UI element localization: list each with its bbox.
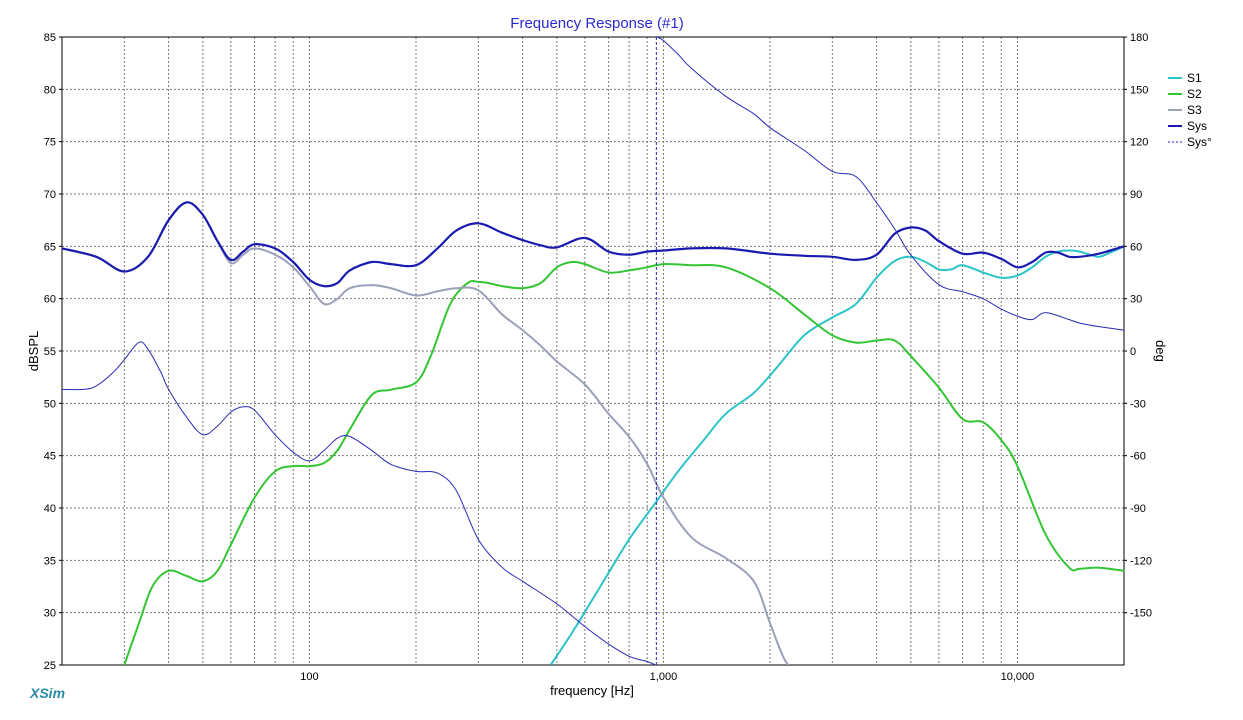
- y2-tick-label: 0: [1130, 346, 1136, 358]
- series-line-sys: [62, 201, 1124, 288]
- y-tick-label: 35: [44, 555, 56, 567]
- y2-tick-label: -120: [1130, 555, 1152, 567]
- x-axis-label: frequency [Hz]: [550, 683, 634, 698]
- right-axis-ticks: -150 -120 -90 -60 -30 0 30 60 90 120 150 180: [1124, 32, 1152, 620]
- y-tick-label: 75: [44, 137, 56, 149]
- y-tick-label: 45: [44, 451, 56, 463]
- left-axis-ticks: 25 30 35 40 45 50 55 60 65 70 75 80 85: [44, 32, 62, 672]
- chart-title: Frequency Response (#1): [510, 15, 683, 32]
- y2-tick-label: -60: [1130, 451, 1146, 463]
- y-tick-label: 50: [44, 398, 56, 410]
- series-line-s2: [123, 260, 1124, 665]
- y2-tick-label: 180: [1130, 32, 1148, 44]
- grid-lines: [62, 37, 1124, 665]
- y2-tick-label: 150: [1130, 84, 1148, 96]
- y-tick-label: 85: [44, 32, 56, 44]
- legend-label: S3: [1187, 103, 1202, 117]
- series-line-s1: [549, 245, 1124, 665]
- x-axis-ticks: 100 1,000 10,000: [300, 671, 1034, 683]
- y-tick-label: 25: [44, 660, 56, 672]
- legend-label: S1: [1187, 71, 1202, 85]
- y2-axis-label: deg: [1153, 340, 1168, 362]
- series-line-sys-phase: [62, 341, 656, 665]
- legend-label: Sys°: [1187, 135, 1212, 149]
- y-tick-label: 30: [44, 608, 56, 620]
- x-tick-label: 100: [300, 671, 318, 683]
- xsim-brand-label: XSim: [29, 685, 65, 701]
- y2-tick-label: 90: [1130, 189, 1142, 201]
- y2-tick-label: 60: [1130, 241, 1142, 253]
- y-tick-label: 60: [44, 294, 56, 306]
- x-tick-label: 10,000: [1001, 671, 1035, 683]
- x-tick-label: 1,000: [650, 671, 678, 683]
- legend-label: Sys: [1187, 119, 1207, 133]
- y-tick-label: 80: [44, 84, 56, 96]
- y2-tick-label: -30: [1130, 398, 1146, 410]
- series-layer: [62, 37, 1124, 665]
- y2-tick-label: -90: [1130, 503, 1146, 515]
- y2-tick-label: 30: [1130, 294, 1142, 306]
- y-tick-label: 40: [44, 503, 56, 515]
- legend: S1 S2 S3 Sys Sys°: [1168, 71, 1212, 149]
- y-tick-label: 70: [44, 189, 56, 201]
- y2-tick-label: -150: [1130, 608, 1152, 620]
- legend-label: S2: [1187, 87, 1202, 101]
- y2-tick-label: 120: [1130, 137, 1148, 149]
- y-axis-label: dBSPL: [26, 331, 41, 371]
- y-tick-label: 55: [44, 346, 56, 358]
- series-line-sys-phase: [656, 37, 1124, 331]
- y-tick-label: 65: [44, 241, 56, 253]
